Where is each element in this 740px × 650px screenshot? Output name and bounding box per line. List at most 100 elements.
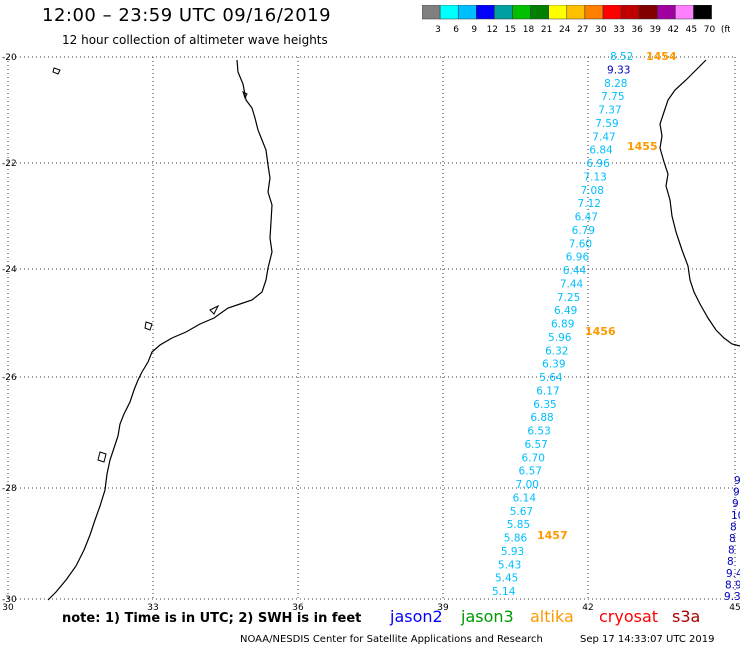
swh-value: 6.89 — [551, 319, 574, 331]
legend-label: (ft) — [721, 25, 730, 35]
lon-label: 33 — [147, 603, 158, 613]
swh-value: 9.4 — [726, 568, 740, 580]
lat-label: -26 — [2, 373, 17, 383]
map-title: 12:00 – 23:59 UTC 09/16/2019 — [42, 5, 332, 26]
lake-feature — [52, 67, 61, 75]
legend-label: 24 — [559, 25, 571, 35]
legend-label: 15 — [505, 25, 516, 35]
lat-label: -22 — [2, 159, 17, 169]
swh-value: 5.43 — [498, 559, 521, 571]
inland-feature — [209, 304, 220, 315]
footer-note: note: 1) Time is in UTC; 2) SWH is in fe… — [62, 611, 362, 626]
swh-value: 5.67 — [510, 506, 533, 518]
lon-label: 30 — [2, 603, 14, 613]
legend-label: 42 — [668, 25, 679, 35]
swh-value: 5.96 — [548, 332, 572, 344]
swh-value: 5.64 — [539, 372, 563, 384]
swh-value: 7.00 — [516, 479, 539, 491]
legend-label: 21 — [541, 25, 552, 35]
swh-value: 7.12 — [578, 198, 601, 210]
swh-value: 7.25 — [557, 292, 580, 304]
legend-label: 9 — [471, 25, 477, 35]
legend-label: 18 — [523, 25, 535, 35]
swh-value: 6.44 — [563, 265, 587, 277]
swh-value: 8.28 — [604, 78, 627, 90]
legend-label: 45 — [686, 25, 697, 35]
swh-value: 6.53 — [527, 426, 550, 438]
swh-value: 5.93 — [501, 546, 524, 558]
swh-value: 6.84 — [589, 145, 613, 157]
swh-value: 8 — [730, 521, 737, 533]
swh-value: 6.14 — [513, 492, 537, 504]
swh-value: 9 — [732, 498, 739, 510]
swh-value: 8.52 — [610, 51, 633, 63]
swh-value: 7.08 — [581, 185, 604, 197]
altimeter-track-edge: 9991088889.48.99.3 — [724, 475, 740, 603]
lon-label: 45 — [729, 603, 740, 613]
time-label: 1456 — [585, 325, 616, 338]
legend-label: 33 — [613, 25, 624, 35]
legend-label: 12 — [487, 25, 498, 35]
lat-label: -28 — [2, 484, 17, 494]
inland-feature — [97, 451, 107, 463]
swh-value: 8.9 — [725, 579, 740, 591]
swh-value: 7.37 — [598, 105, 621, 117]
time-label: 1455 — [627, 140, 658, 153]
africa-coastline — [47, 59, 273, 601]
swh-value: 9.33 — [607, 64, 630, 76]
satellite-name-altika: altika — [530, 607, 574, 626]
swh-value: 5.86 — [504, 533, 528, 545]
swh-value: 5.45 — [495, 573, 518, 585]
time-label: 1454 — [646, 50, 677, 63]
inland-feature — [242, 91, 248, 100]
lat-label: -30 — [2, 595, 17, 605]
swh-value: 8 — [729, 533, 736, 545]
swh-value: 6.96 — [566, 252, 590, 264]
swh-value: 9.3 — [724, 591, 740, 603]
swh-value: 6.96 — [586, 158, 610, 170]
swh-value: 6.32 — [545, 345, 568, 357]
swh-value: 6.79 — [572, 225, 595, 237]
swh-value: 5.14 — [492, 586, 516, 598]
swh-value: 7.59 — [595, 118, 618, 130]
lat-label: -24 — [2, 265, 17, 275]
footer-timestamp: Sep 17 14:33:07 UTC 2019 — [580, 634, 715, 645]
legend-label: 30 — [595, 25, 607, 35]
map-subtitle: 12 hour collection of altimeter wave hei… — [62, 33, 328, 47]
lon-label: 39 — [437, 603, 449, 613]
swh-value: 6.57 — [524, 439, 547, 451]
swh-value: 6.57 — [519, 466, 542, 478]
legend-label: 6 — [453, 25, 459, 35]
swh-value: 6.35 — [533, 399, 556, 411]
swh-value: 6.70 — [522, 452, 545, 464]
lat-label: -20 — [2, 53, 17, 63]
swh-value: 6.49 — [554, 305, 577, 317]
satellite-name-cryosat: cryosat — [599, 607, 659, 626]
swh-value: 8 — [728, 545, 735, 557]
time-label: 1457 — [537, 529, 568, 542]
swh-value: 7.13 — [583, 171, 606, 183]
swh-value: 10 — [731, 510, 740, 522]
time-labels: 1454 1455 1456 1457 — [537, 50, 677, 542]
swh-value: 7.47 — [592, 131, 615, 143]
legend-label: 3 — [435, 25, 441, 35]
swh-value: 8 — [727, 556, 734, 568]
swh-value: 6.47 — [575, 212, 598, 224]
inland-feature — [144, 321, 153, 331]
swh-value: 6.17 — [536, 385, 559, 397]
lon-label: 42 — [582, 603, 593, 613]
swh-value: 9 — [734, 475, 740, 487]
footer-credit: NOAA/NESDIS Center for Satellite Applica… — [240, 634, 543, 645]
swh-value: 7.44 — [560, 278, 584, 290]
swh-value: 7.75 — [601, 91, 624, 103]
swh-value: 9 — [733, 487, 740, 499]
legend-label: 36 — [631, 25, 643, 35]
legend-swatch — [693, 4, 712, 20]
satellite-name-jason3: jason3 — [461, 607, 514, 626]
satellite-name-s3a: s3a — [672, 607, 701, 626]
swh-value: 6.88 — [530, 412, 553, 424]
